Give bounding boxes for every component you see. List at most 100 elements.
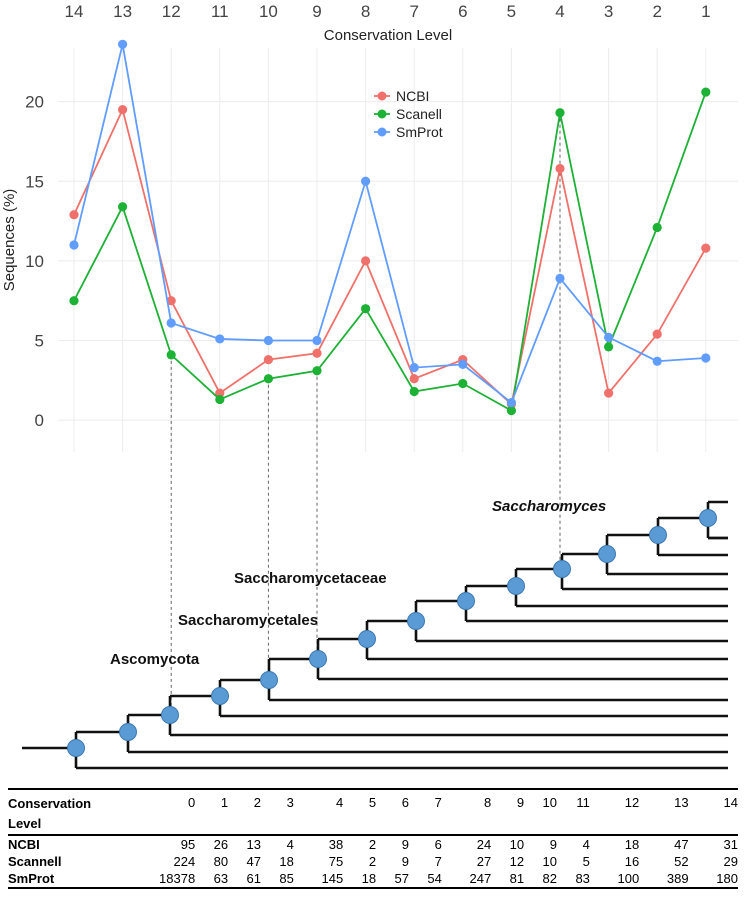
table-level-12: 12: [624, 795, 640, 810]
data-point: [215, 394, 225, 405]
table-header-row: Conservation Level 0 1 2 3 4 5 6 7 8 9 1…: [8, 789, 738, 835]
tree-node: [358, 630, 376, 648]
data-point: [118, 104, 128, 115]
top-tick-label: 5: [507, 2, 516, 21]
table-cell: 247: [469, 871, 492, 886]
table-cell: 10: [509, 837, 525, 852]
data-point: [118, 202, 128, 212]
series-layer: [69, 39, 711, 416]
data-point: [166, 296, 176, 306]
plot-background: [58, 22, 738, 452]
table-cell: 10: [542, 854, 558, 869]
data-point: [409, 386, 419, 397]
tree-node: [699, 509, 717, 527]
data-point: [215, 334, 225, 344]
top-axis-ticks: 14 13 12 11 10 9 8 7 6 5 4 3 2 1: [65, 2, 711, 21]
tree-node: [457, 592, 475, 610]
data-point: [604, 342, 614, 352]
data-point: [361, 304, 371, 314]
y-axis-title: Sequences (%): [1, 189, 18, 292]
top-axis-title: Conservation Level: [324, 27, 452, 44]
tree-node: [598, 545, 616, 563]
table-cell: 80: [213, 854, 229, 869]
data-point: [555, 273, 565, 284]
data-point: [312, 335, 322, 346]
table-cell: 9: [401, 854, 409, 869]
data-point: [604, 332, 614, 342]
table-cell: 7: [434, 854, 442, 869]
data-point: [409, 374, 419, 384]
table-cell: 2: [368, 854, 377, 869]
data-point: [312, 348, 322, 358]
y-tick-label: 15: [25, 172, 44, 191]
data-point: [458, 378, 468, 389]
table-cell: 63: [213, 871, 229, 886]
table-cell: 2: [368, 837, 377, 852]
table-cell: 18: [279, 854, 294, 869]
data-point: [69, 240, 79, 250]
table-cell: 5: [582, 854, 590, 869]
table-cell: 100: [617, 871, 640, 886]
table-cell: 24: [476, 837, 492, 852]
data-point: [701, 243, 711, 253]
table-cell: 61: [246, 871, 261, 886]
data-point: [555, 163, 565, 174]
data-point: [409, 362, 419, 373]
table-cell: 9: [549, 837, 558, 852]
y-tick-label: 20: [25, 93, 44, 112]
data-point: [652, 222, 662, 233]
table-level-6: 6: [401, 795, 409, 810]
clade-label-ascomycota: Ascomycota: [110, 651, 200, 668]
table-level-4: 4: [335, 795, 344, 810]
data-point: [506, 398, 516, 408]
clade-label-saccharomyces: Saccharomyces: [492, 498, 606, 515]
table-cell: 38: [328, 837, 344, 852]
table-cell: 52: [674, 854, 689, 869]
table-level-14: 14: [723, 795, 738, 810]
table-cell: 18: [361, 871, 377, 886]
table-cell: 31: [723, 837, 738, 852]
legend-label: SmProt: [396, 124, 443, 140]
top-tick-label: 9: [312, 2, 321, 21]
table-cell: 18378: [159, 871, 196, 886]
series-line-scanell: [73, 91, 707, 413]
top-tick-label: 8: [361, 2, 370, 21]
series-ncbi: [69, 104, 711, 409]
table-cell: 47: [246, 854, 261, 869]
row-name-scannell: Scannell: [8, 854, 62, 869]
data-point: [361, 256, 371, 266]
table-cell: 13: [246, 837, 261, 852]
top-tick-label: 11: [211, 2, 229, 21]
table-cell: 83: [575, 871, 590, 886]
data-point: [701, 353, 711, 363]
table-level-9: 9: [516, 795, 525, 810]
data-point: [263, 355, 273, 365]
top-tick-label: 13: [113, 2, 132, 21]
top-tick-label: 1: [701, 2, 710, 21]
series-line-smprot: [73, 44, 706, 405]
row-name-smprot: SmProt: [8, 871, 55, 886]
table-cell: 57: [394, 871, 409, 886]
table-cell: 82: [542, 871, 558, 886]
top-tick-label: 10: [259, 2, 278, 21]
table-level-3: 3: [286, 795, 294, 810]
tree-node: [211, 687, 229, 705]
tree-node: [649, 526, 667, 544]
data-point: [69, 210, 79, 220]
table-cell: 389: [666, 871, 689, 886]
data-point: [652, 356, 662, 366]
tree-node: [407, 612, 425, 630]
data-point: [166, 350, 176, 360]
tree-node: [119, 723, 137, 741]
top-tick-label: 7: [409, 2, 418, 21]
table-header-label: Conservation Level: [8, 796, 92, 831]
table-cell: 16: [624, 854, 640, 869]
top-tick-label: 6: [458, 2, 467, 21]
legend-marker: [377, 127, 387, 137]
y-axis-ticks: 0 5 10 15 20: [25, 93, 44, 431]
data-point: [701, 87, 711, 97]
table-cell: 4: [286, 837, 294, 852]
data-point: [263, 335, 273, 346]
table-level-0: 0: [187, 795, 196, 810]
tree-node: [553, 560, 571, 578]
